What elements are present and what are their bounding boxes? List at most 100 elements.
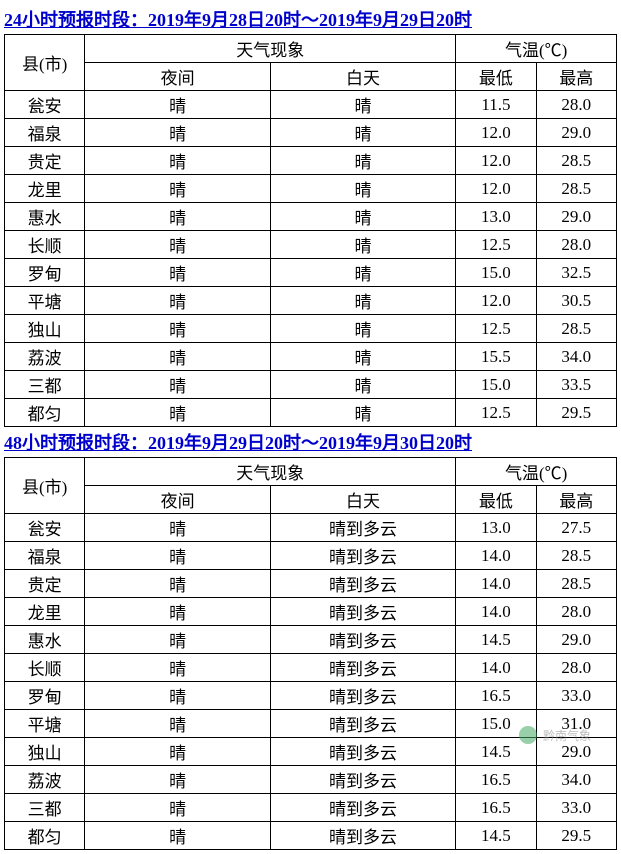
cell-night: 晴 bbox=[85, 231, 270, 259]
table-row: 独山晴晴12.528.5 bbox=[5, 315, 617, 343]
cell-day: 晴 bbox=[270, 343, 455, 371]
cell-county: 惠水 bbox=[5, 626, 85, 654]
table-row: 长顺晴晴12.528.0 bbox=[5, 231, 617, 259]
table-row: 长顺晴晴到多云14.028.0 bbox=[5, 654, 617, 682]
cell-low: 12.5 bbox=[456, 399, 536, 427]
cell-low: 12.0 bbox=[456, 175, 536, 203]
cell-night: 晴 bbox=[85, 343, 270, 371]
table-row: 都匀晴晴12.529.5 bbox=[5, 399, 617, 427]
cell-low: 15.0 bbox=[456, 371, 536, 399]
cell-high: 29.0 bbox=[536, 203, 616, 231]
cell-high: 33.0 bbox=[536, 682, 616, 710]
cell-high: 34.0 bbox=[536, 343, 616, 371]
cell-county: 平塘 bbox=[5, 710, 85, 738]
cell-high: 29.0 bbox=[536, 119, 616, 147]
table-header-row-1: 县(市)天气现象气温(℃) bbox=[5, 458, 617, 486]
cell-day: 晴 bbox=[270, 175, 455, 203]
cell-county: 罗甸 bbox=[5, 259, 85, 287]
cell-night: 晴 bbox=[85, 542, 270, 570]
cell-low: 14.5 bbox=[456, 738, 536, 766]
cell-low: 13.0 bbox=[456, 203, 536, 231]
header-night: 夜间 bbox=[85, 486, 270, 514]
cell-night: 晴 bbox=[85, 794, 270, 822]
cell-day: 晴到多云 bbox=[270, 570, 455, 598]
cell-day: 晴 bbox=[270, 119, 455, 147]
cell-night: 晴 bbox=[85, 399, 270, 427]
cell-night: 晴 bbox=[85, 766, 270, 794]
cell-low: 12.5 bbox=[456, 315, 536, 343]
cell-county: 独山 bbox=[5, 738, 85, 766]
cell-night: 晴 bbox=[85, 119, 270, 147]
cell-day: 晴 bbox=[270, 147, 455, 175]
cell-county: 福泉 bbox=[5, 542, 85, 570]
cell-high: 32.5 bbox=[536, 259, 616, 287]
cell-county: 瓮安 bbox=[5, 514, 85, 542]
cell-high: 28.5 bbox=[536, 542, 616, 570]
cell-high: 34.0 bbox=[536, 766, 616, 794]
cell-low: 12.0 bbox=[456, 147, 536, 175]
header-night: 夜间 bbox=[85, 63, 270, 91]
header-temp: 气温(℃) bbox=[456, 35, 617, 63]
table-row: 平塘晴晴到多云15.031.0 bbox=[5, 710, 617, 738]
header-low: 最低 bbox=[456, 486, 536, 514]
table-row: 荔波晴晴15.534.0 bbox=[5, 343, 617, 371]
cell-high: 28.5 bbox=[536, 570, 616, 598]
table-row: 惠水晴晴13.029.0 bbox=[5, 203, 617, 231]
cell-county: 龙里 bbox=[5, 598, 85, 626]
cell-high: 33.5 bbox=[536, 371, 616, 399]
table-row: 福泉晴晴12.029.0 bbox=[5, 119, 617, 147]
cell-night: 晴 bbox=[85, 710, 270, 738]
header-weather: 天气现象 bbox=[85, 458, 456, 486]
cell-low: 14.5 bbox=[456, 822, 536, 850]
cell-night: 晴 bbox=[85, 570, 270, 598]
cell-low: 16.5 bbox=[456, 682, 536, 710]
cell-county: 独山 bbox=[5, 315, 85, 343]
cell-low: 14.0 bbox=[456, 570, 536, 598]
cell-day: 晴 bbox=[270, 371, 455, 399]
cell-night: 晴 bbox=[85, 626, 270, 654]
cell-low: 15.0 bbox=[456, 259, 536, 287]
cell-low: 12.0 bbox=[456, 287, 536, 315]
cell-day: 晴到多云 bbox=[270, 542, 455, 570]
cell-night: 晴 bbox=[85, 147, 270, 175]
cell-night: 晴 bbox=[85, 822, 270, 850]
cell-county: 荔波 bbox=[5, 766, 85, 794]
table-row: 龙里晴晴12.028.5 bbox=[5, 175, 617, 203]
cell-day: 晴到多云 bbox=[270, 822, 455, 850]
cell-night: 晴 bbox=[85, 514, 270, 542]
cell-high: 30.5 bbox=[536, 287, 616, 315]
cell-day: 晴 bbox=[270, 203, 455, 231]
cell-day: 晴到多云 bbox=[270, 794, 455, 822]
forecast-title-1: 48小时预报时段：2019年9月29日20时～2019年9月30日20时 bbox=[4, 429, 617, 455]
cell-day: 晴 bbox=[270, 231, 455, 259]
cell-high: 29.5 bbox=[536, 822, 616, 850]
cell-day: 晴到多云 bbox=[270, 766, 455, 794]
cell-night: 晴 bbox=[85, 287, 270, 315]
cell-county: 都匀 bbox=[5, 399, 85, 427]
cell-day: 晴到多云 bbox=[270, 654, 455, 682]
cell-county: 瓮安 bbox=[5, 91, 85, 119]
cell-low: 14.5 bbox=[456, 626, 536, 654]
table-row: 瓮安晴晴到多云13.027.5 bbox=[5, 514, 617, 542]
table-header-row-2: 夜间白天最低最高 bbox=[5, 63, 617, 91]
cell-high: 31.0 bbox=[536, 710, 616, 738]
cell-county: 贵定 bbox=[5, 570, 85, 598]
table-row: 独山晴晴到多云14.529.0 bbox=[5, 738, 617, 766]
table-header-row-1: 县(市)天气现象气温(℃) bbox=[5, 35, 617, 63]
table-row: 福泉晴晴到多云14.028.5 bbox=[5, 542, 617, 570]
table-row: 平塘晴晴12.030.5 bbox=[5, 287, 617, 315]
table-row: 惠水晴晴到多云14.529.0 bbox=[5, 626, 617, 654]
cell-high: 29.0 bbox=[536, 626, 616, 654]
cell-county: 长顺 bbox=[5, 654, 85, 682]
cell-county: 福泉 bbox=[5, 119, 85, 147]
cell-day: 晴 bbox=[270, 399, 455, 427]
table-row: 瓮安晴晴11.528.0 bbox=[5, 91, 617, 119]
cell-low: 14.0 bbox=[456, 542, 536, 570]
cell-high: 28.0 bbox=[536, 231, 616, 259]
cell-high: 27.5 bbox=[536, 514, 616, 542]
cell-high: 28.0 bbox=[536, 654, 616, 682]
forecast-title-0: 24小时预报时段：2019年9月28日20时～2019年9月29日20时 bbox=[4, 6, 617, 32]
cell-day: 晴到多云 bbox=[270, 710, 455, 738]
cell-low: 14.0 bbox=[456, 598, 536, 626]
cell-day: 晴到多云 bbox=[270, 626, 455, 654]
